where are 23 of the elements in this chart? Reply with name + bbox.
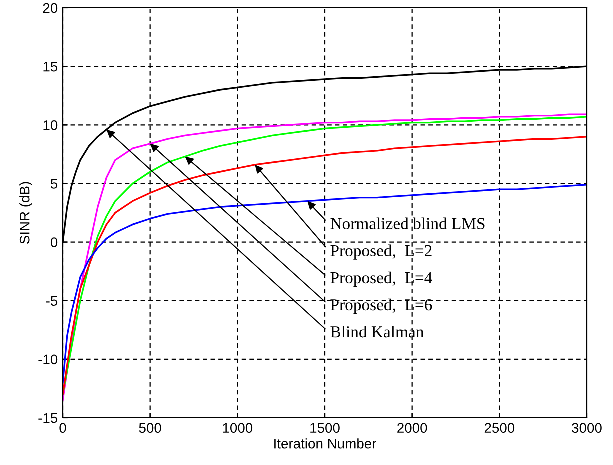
- line-series: [63, 184, 587, 384]
- annotation: Normalized blind LMS: [330, 218, 485, 230]
- annotation: Proposed, L=4: [330, 272, 432, 287]
- x-tick-label: 1000: [223, 423, 253, 434]
- y-tick-label: -10: [38, 354, 58, 365]
- y-tick-label: 15: [44, 62, 58, 72]
- y-tick-label: -15: [38, 413, 58, 424]
- x-tick-label: 3000: [572, 423, 602, 434]
- y-tick-label: 10: [44, 120, 58, 130]
- annotation: Blind Kalman: [330, 326, 424, 338]
- x-tick-label: 0: [60, 423, 66, 434]
- x-tick-label: 1500: [310, 423, 340, 434]
- y-tick-label: 20: [43, 3, 58, 14]
- y-tick-label: -5: [46, 296, 58, 306]
- x-tick-label: 2000: [398, 423, 428, 434]
- annotation: Proposed, L=6: [330, 298, 432, 314]
- annotation: Proposed, L=2: [330, 244, 432, 260]
- x-tick-label: 500: [139, 423, 162, 434]
- y-axis-title: SINR (dB): [20, 182, 33, 244]
- y-tick-label: 5: [50, 179, 58, 189]
- y-tick-label: 0: [50, 238, 58, 248]
- x-tick-label: 2500: [484, 423, 515, 434]
- x-axis-title: Iteration Number: [274, 438, 376, 449]
